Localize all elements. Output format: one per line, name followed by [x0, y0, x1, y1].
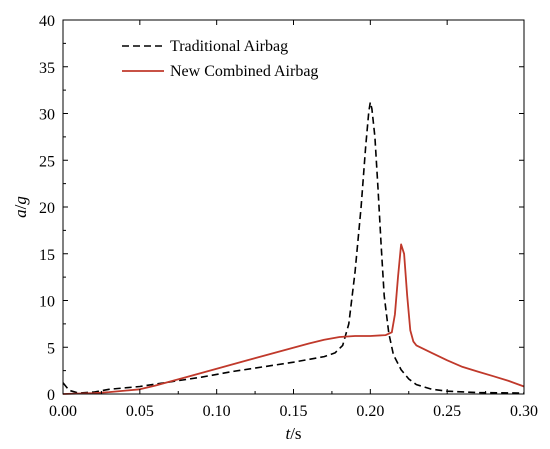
x-axis-title-unit: /s — [290, 424, 301, 443]
y-axis-title-sep: / — [11, 204, 30, 209]
y-axis-title-g: g — [11, 196, 30, 205]
x-tick-label: 0.00 — [49, 403, 77, 420]
x-axis-title-var: t — [285, 424, 291, 443]
x-tick-label: 0.10 — [203, 403, 231, 420]
axes: 0.00 0.05 0.10 0.15 0.20 0.25 0.30 0 5 10 15 20 25 30… — [11, 13, 538, 443]
x-tick-label: 0.25 — [433, 403, 461, 420]
x-tick-label: 0.30 — [510, 403, 538, 420]
y-tick-label: 20 — [39, 200, 55, 217]
legend-label-1: New Combined Airbag — [170, 63, 318, 80]
y-axis-title: a/g — [11, 196, 30, 218]
x-tick-label: 0.20 — [356, 403, 384, 420]
y-tick-label: 10 — [39, 294, 55, 311]
x-tick-label: 0.15 — [280, 403, 308, 420]
y-tick-label: 15 — [39, 247, 55, 264]
x-tick-label: 0.05 — [126, 403, 154, 420]
y-tick-label: 0 — [47, 387, 55, 404]
x-axis-title: t/s — [285, 424, 301, 443]
y-tick-label: 40 — [39, 13, 55, 30]
y-tick-label: 30 — [39, 107, 55, 124]
plot-marks — [62, 101, 525, 395]
y-tick-label: 5 — [47, 340, 55, 357]
y-tick-label: 25 — [39, 153, 55, 170]
series-line-1 — [62, 243, 525, 395]
y-tick-label: 35 — [39, 60, 55, 77]
legend-label-0: Traditional Airbag — [170, 38, 288, 55]
y-axis-title-a: a — [11, 209, 30, 218]
series-line-0 — [62, 101, 525, 394]
legend: Traditional Airbag New Combined Airbag — [122, 38, 318, 80]
